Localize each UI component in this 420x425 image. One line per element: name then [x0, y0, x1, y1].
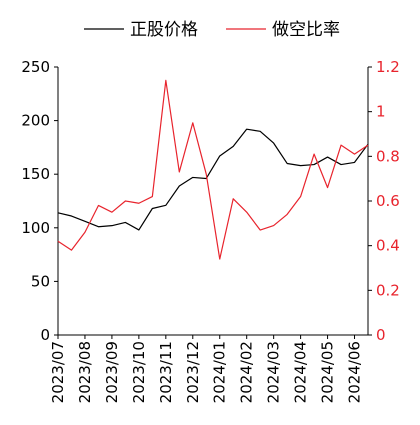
legend-label-stock-price: 正股价格	[130, 20, 198, 40]
x-tick-label: 2024/04	[292, 341, 310, 403]
right-y-tick-label: 1.2	[376, 58, 400, 76]
x-tick-label: 2024/05	[319, 341, 337, 403]
right-y-tick-label: 0.6	[376, 192, 400, 210]
axes: 0 50 100 150 200 250 0 0.2 0.4 0.6 0.8 1 1.2 2023/07 2…	[21, 58, 400, 403]
x-tick-label: 2024/01	[211, 341, 229, 403]
left-y-tick-label: 150	[21, 165, 50, 183]
x-tick-label: 2023/10	[130, 341, 148, 403]
x-tick-label: 2024/02	[238, 341, 256, 403]
x-tick-label: 2023/08	[76, 341, 94, 403]
legend-label-short-ratio: 做空比率	[272, 20, 340, 40]
series-layer	[57, 79, 369, 260]
left-y-tick-label: 100	[21, 219, 50, 237]
left-y-tick-label: 50	[31, 272, 50, 290]
series-line-stock-price	[57, 128, 369, 231]
right-y-tick-label: 0.2	[376, 281, 400, 299]
right-y-tick-label: 1	[376, 103, 386, 121]
x-tick-label: 2024/03	[265, 341, 283, 403]
left-y-tick-label: 250	[21, 58, 50, 76]
series-line-short-ratio	[57, 79, 369, 260]
left-y-tick-label: 200	[21, 112, 50, 130]
x-tick-label: 2023/11	[157, 341, 175, 403]
right-y-tick-label: 0.4	[376, 237, 400, 255]
right-y-tick-label: 0.8	[376, 147, 400, 165]
left-y-tick-label: 0	[40, 326, 50, 344]
x-tick-label: 2023/07	[49, 341, 67, 403]
legend: 正股价格 做空比率	[84, 20, 340, 40]
x-tick-label: 2023/12	[184, 341, 202, 403]
x-tick-label: 2023/09	[103, 341, 121, 403]
x-tick-label: 2024/06	[346, 341, 364, 403]
right-y-tick-label: 0	[376, 326, 386, 344]
